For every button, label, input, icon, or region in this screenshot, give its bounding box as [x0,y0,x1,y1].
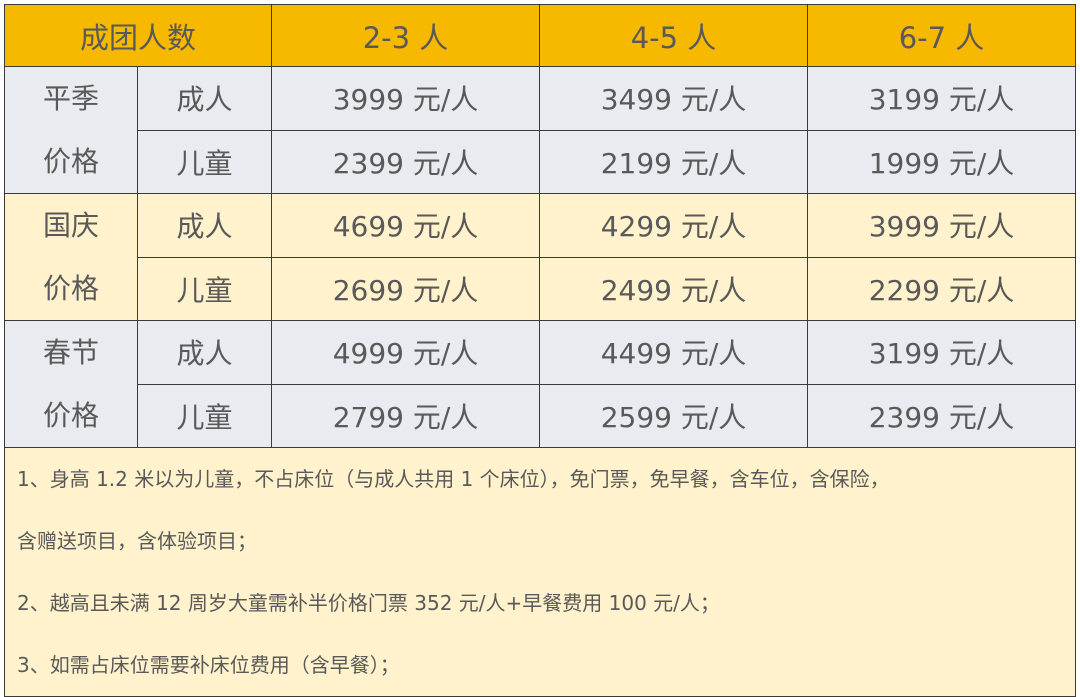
notes: 1、身高 1.2 米以为儿童，不占床位（与成人共用 1 个床位），免门票，免早餐… [3,447,1077,697]
season-price-label: 价格 [42,399,99,432]
column-header: 2-3 人 [271,4,541,67]
price-cell: 2199 元/人 [539,129,809,194]
traveler-type: 成人 [136,320,273,385]
season-price-label: 价格 [42,145,99,178]
price-cell: 3199 元/人 [807,320,1077,385]
table-row: 儿童 2399 元/人 2199 元/人 1999 元/人 [5,129,1077,194]
season-name: 平季 [42,82,99,115]
price-cell: 4699 元/人 [271,193,541,258]
price-cell: 2799 元/人 [271,383,541,448]
price-cell: 1999 元/人 [807,129,1077,194]
price-cell: 2399 元/人 [271,129,541,194]
price-cell: 4299 元/人 [539,193,809,258]
price-cell: 3499 元/人 [539,66,809,131]
price-table: 成团人数 2-3 人 4-5 人 6-7 人 平季 价格 成人 3999 元/人 349… [3,4,1077,697]
column-header: 6-7 人 [807,4,1077,67]
price-cell: 2299 元/人 [807,256,1077,321]
note-line: 3、如需占床位需要补床位费用（含早餐）； [17,653,400,677]
note-line: 2、越高且未满 12 周岁大童需补半价格门票 352 元/人+早餐费用 100 … [17,591,720,615]
season-label: 平季 价格 [4,66,138,194]
notes-row: 1、身高 1.2 米以为儿童，不占床位（与成人共用 1 个床位），免门票，免早餐… [3,447,1077,697]
price-cell: 2599 元/人 [539,383,809,448]
table-row: 平季 价格 成人 3999 元/人 3499 元/人 3199 元/人 [4,66,1077,194]
season-label: 国庆 价格 [4,193,138,321]
traveler-type: 儿童 [136,383,273,448]
traveler-type: 儿童 [136,129,273,194]
traveler-type: 成人 [136,66,273,131]
season-name: 国庆 [42,209,99,242]
header-row: 成团人数 2-3 人 4-5 人 6-7 人 [3,4,1077,67]
table-row: 儿童 2799 元/人 2599 元/人 2399 元/人 [5,383,1077,448]
group-size-header: 成团人数 [3,4,273,67]
traveler-type: 成人 [136,193,273,258]
table-row: 儿童 2699 元/人 2499 元/人 2299 元/人 [5,256,1077,321]
traveler-type: 儿童 [136,256,273,321]
price-cell: 3999 元/人 [807,193,1077,258]
price-cell: 3199 元/人 [807,66,1077,131]
price-cell: 2499 元/人 [539,256,809,321]
price-cell: 2399 元/人 [807,383,1077,448]
price-cell: 4499 元/人 [539,320,809,385]
season-label: 春节 价格 [4,320,138,448]
note-line: 含赠送项目，含体验项目； [17,529,257,553]
table-row: 春节 价格 成人 4999 元/人 4499 元/人 3199 元/人 [4,320,1077,448]
table-row: 国庆 价格 成人 4699 元/人 4299 元/人 3999 元/人 [4,193,1077,321]
season-name: 春节 [42,336,99,369]
price-cell: 4999 元/人 [271,320,541,385]
season-price-label: 价格 [42,272,99,305]
column-header: 4-5 人 [539,4,809,67]
note-line: 1、身高 1.2 米以为儿童，不占床位（与成人共用 1 个床位），免门票，免早餐… [17,467,890,491]
price-cell: 2699 元/人 [271,256,541,321]
price-cell: 3999 元/人 [271,66,541,131]
